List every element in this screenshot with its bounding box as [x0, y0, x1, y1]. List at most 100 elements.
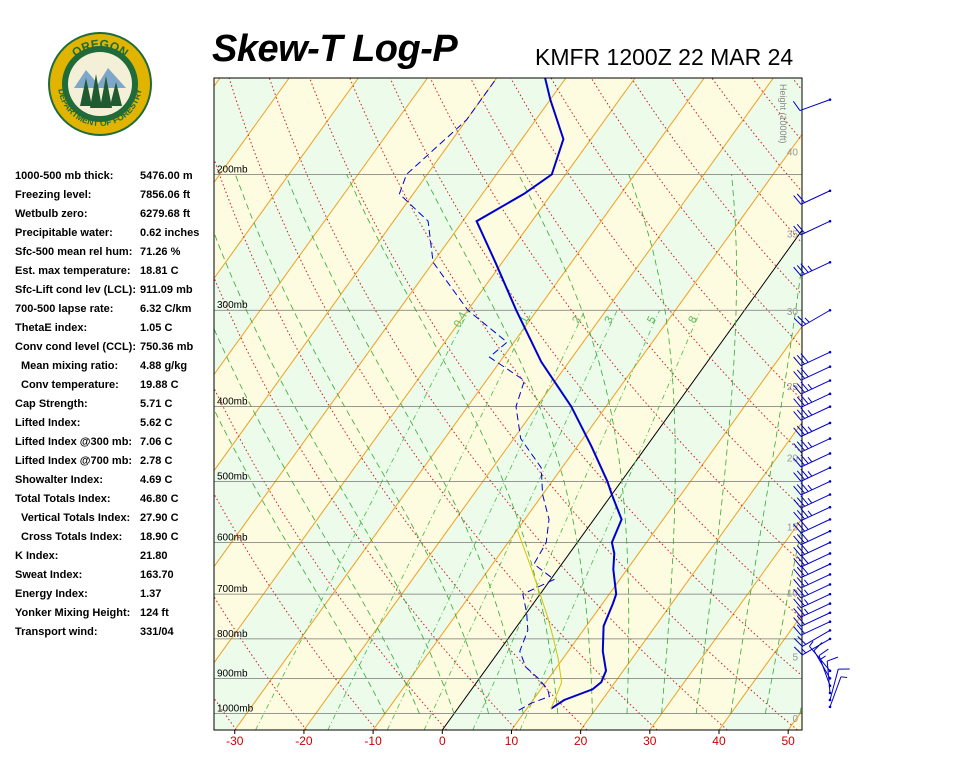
wind-barb-half-flag	[807, 426, 813, 432]
index-value: 18.81 C	[140, 265, 179, 277]
temperature-band	[0, 78, 82, 730]
wind-barb-flag	[796, 396, 806, 406]
wind-barb-half-flag	[803, 608, 809, 615]
x-tick-label: 40	[712, 734, 726, 748]
wind-barb-flag	[793, 371, 802, 381]
wind-barb-staff	[802, 309, 831, 327]
wind-barb-flag	[800, 263, 809, 273]
index-value: 163.70	[140, 569, 174, 581]
wind-barb-flag	[793, 568, 802, 578]
wind-barb-flag	[793, 385, 802, 395]
wind-barb-flag	[796, 409, 806, 419]
logo-top-text: OREGON	[69, 37, 131, 60]
wind-barb-staff	[800, 612, 831, 627]
pressure-label: 900mb	[217, 668, 248, 679]
wind-barb-staff	[800, 518, 831, 534]
x-tick-label: -20	[295, 734, 313, 748]
wind-barb-half-flag	[807, 497, 813, 504]
temperature-band	[303, 78, 802, 730]
height-axis-title: Height (1000ft)	[778, 84, 788, 144]
wind-barb-flag	[793, 427, 802, 437]
wind-barb-station	[828, 452, 832, 455]
wind-barb-flag	[793, 535, 802, 545]
index-row: 1000-500 mb thick: 5476.00 m	[15, 168, 215, 187]
wind-barb-flag	[793, 411, 802, 421]
index-label: Transport wind:	[15, 626, 98, 638]
wind-barb-station	[828, 541, 832, 544]
index-label: Cross Totals Index:	[21, 531, 123, 543]
wind-barb-half-flag	[807, 383, 813, 390]
index-label: Yonker Mixing Height:	[15, 607, 131, 619]
wind-barb-flag	[793, 646, 803, 656]
wind-barb-staff	[800, 603, 831, 618]
index-label: Conv cond level (CCL):	[15, 341, 137, 353]
wind-barb-station	[828, 350, 832, 354]
index-row: Lifted Index @300 mb: 7.06 C	[15, 434, 215, 453]
index-label: Cap Strength:	[15, 398, 88, 410]
wind-barb-flag	[796, 383, 806, 393]
wind-barb-station	[828, 552, 832, 555]
isotherm-line	[214, 78, 498, 472]
wind-barb-flag	[800, 532, 809, 542]
index-label: Showalter Index:	[15, 474, 104, 486]
index-row: Freezing level: 7856.06 ft	[15, 187, 215, 206]
height-tick-label: 0	[792, 714, 798, 725]
wind-barb-half-flag	[803, 599, 809, 605]
wind-barb-flag	[796, 587, 806, 597]
index-value: 2.78 C	[140, 455, 173, 467]
wind-barb-staff	[802, 638, 831, 656]
wind-barb-flag	[800, 508, 809, 518]
temperature-band	[214, 78, 220, 87]
pressure-label: 700mb	[217, 584, 248, 595]
wind-barb-flag	[800, 439, 809, 450]
wind-barb-staff	[800, 563, 831, 579]
wind-barb-flag	[800, 424, 809, 434]
wind-barb-station	[828, 592, 832, 596]
isotherm-line	[0, 78, 82, 730]
wind-barb-flag	[796, 265, 806, 275]
wind-barb-flag	[796, 615, 806, 625]
dry-adiabat	[913, 78, 960, 730]
wind-barb-staff	[799, 99, 831, 112]
index-row: 700-500 lapse rate: 6.32 C/km	[15, 301, 215, 320]
wind-barb-station	[828, 365, 832, 368]
pressure-label: 400mb	[217, 397, 248, 408]
index-row: Transport wind: 331/04	[15, 624, 215, 643]
wind-barb-half-flag	[807, 441, 813, 448]
station-time: KMFR 1200Z 22 MAR 24	[535, 44, 794, 70]
isotherm-line	[649, 517, 802, 730]
wind-barb-staff	[809, 645, 831, 672]
moist-adiabat	[835, 174, 960, 713]
wind-barb-staff	[800, 261, 831, 277]
wind-barb-half-flag	[803, 579, 809, 585]
dry-adiabat	[833, 78, 960, 730]
index-row: Precipitable water: 0.62 inches	[15, 225, 215, 244]
wind-barb-flag	[800, 454, 809, 464]
mixing-ratio-label: 2	[570, 314, 583, 325]
index-row: Lifted Index @700 mb: 2.78 C	[15, 453, 215, 472]
wind-barb-flag	[796, 545, 806, 555]
wind-barb-staff	[800, 220, 831, 236]
wind-barb-station	[828, 437, 832, 440]
index-label: ThetaE index:	[15, 322, 88, 334]
wind-barb-staff	[800, 583, 831, 599]
wind-barb-half-flag	[807, 265, 813, 272]
pressure-label: 1000mb	[217, 704, 254, 715]
wind-barb-staff	[800, 542, 831, 557]
wind-barb-flag	[793, 485, 802, 496]
wind-barb-flag	[796, 522, 806, 532]
wind-barb-flag	[796, 566, 806, 577]
index-value: 0.62 inches	[140, 227, 200, 239]
wind-barb-station	[828, 573, 832, 576]
wind-barb-flag	[796, 456, 806, 466]
index-value: 27.90 C	[140, 512, 179, 524]
wind-barb-flag	[797, 315, 807, 325]
wind-barb-flag	[793, 608, 802, 618]
height-tick-label: 40	[787, 148, 799, 159]
wind-barb-half-flag	[801, 648, 807, 654]
mixing-ratio-line	[386, 310, 586, 730]
mixing-ratio-label: 1	[518, 314, 531, 325]
pressure-label: 500mb	[217, 471, 248, 482]
wind-barb-flag	[793, 638, 803, 647]
